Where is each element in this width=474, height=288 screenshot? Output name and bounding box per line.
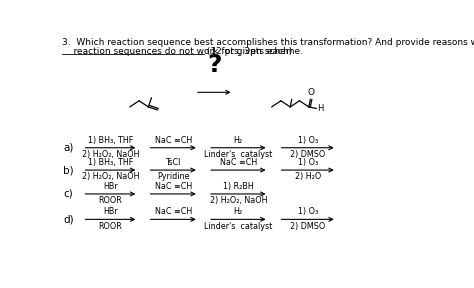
Text: H₂: H₂ [234,136,243,145]
Text: d): d) [63,214,74,224]
Text: 1) BH₃, THF: 1) BH₃, THF [88,158,133,167]
Text: TsCl: TsCl [165,158,181,167]
Text: a): a) [63,143,73,153]
Text: 1) R₂BH: 1) R₂BH [223,182,254,191]
Text: c): c) [63,189,73,199]
Text: 1) O₃: 1) O₃ [298,207,318,216]
Text: NaC ≡CH: NaC ≡CH [219,158,257,167]
Text: reaction sequences do not work for given scheme.: reaction sequences do not work for given… [63,47,303,56]
Text: 2) DMSO: 2) DMSO [290,222,325,231]
Text: b): b) [63,165,74,175]
Text: H: H [317,104,324,113]
Text: 2) DMSO: 2) DMSO [290,150,325,159]
Text: 1) O₃: 1) O₃ [298,136,318,145]
Text: 3.  Which reaction sequence best accomplishes this transformation? And provide r: 3. Which reaction sequence best accompli… [63,38,474,48]
Text: NaC ≡CH: NaC ≡CH [155,136,192,145]
Text: ROOR: ROOR [99,196,122,205]
Text: HBr: HBr [103,207,118,216]
Text: ROOR: ROOR [99,222,122,231]
Text: (12 pts, 3pts each): (12 pts, 3pts each) [204,47,292,56]
Text: 1) BH₃, THF: 1) BH₃, THF [88,136,133,145]
Text: NaC ≡CH: NaC ≡CH [155,182,192,191]
Text: 2) H₂O₂, NaOH: 2) H₂O₂, NaOH [82,173,139,181]
Text: O: O [308,88,315,97]
Text: Linder's  catalyst: Linder's catalyst [204,150,273,159]
Text: HBr: HBr [103,182,118,191]
Text: ?: ? [207,53,221,77]
Text: 2) H₂O₂, NaOH: 2) H₂O₂, NaOH [210,196,267,205]
Text: 1) O₃: 1) O₃ [298,158,318,167]
Text: 2) H₂O: 2) H₂O [294,173,321,181]
Text: Pyridine: Pyridine [157,173,190,181]
Text: H₂: H₂ [234,207,243,216]
Text: NaC ≡CH: NaC ≡CH [155,207,192,216]
Text: 2) H₂O₂, NaOH: 2) H₂O₂, NaOH [82,150,139,159]
Text: Linder's  catalyst: Linder's catalyst [204,222,273,231]
